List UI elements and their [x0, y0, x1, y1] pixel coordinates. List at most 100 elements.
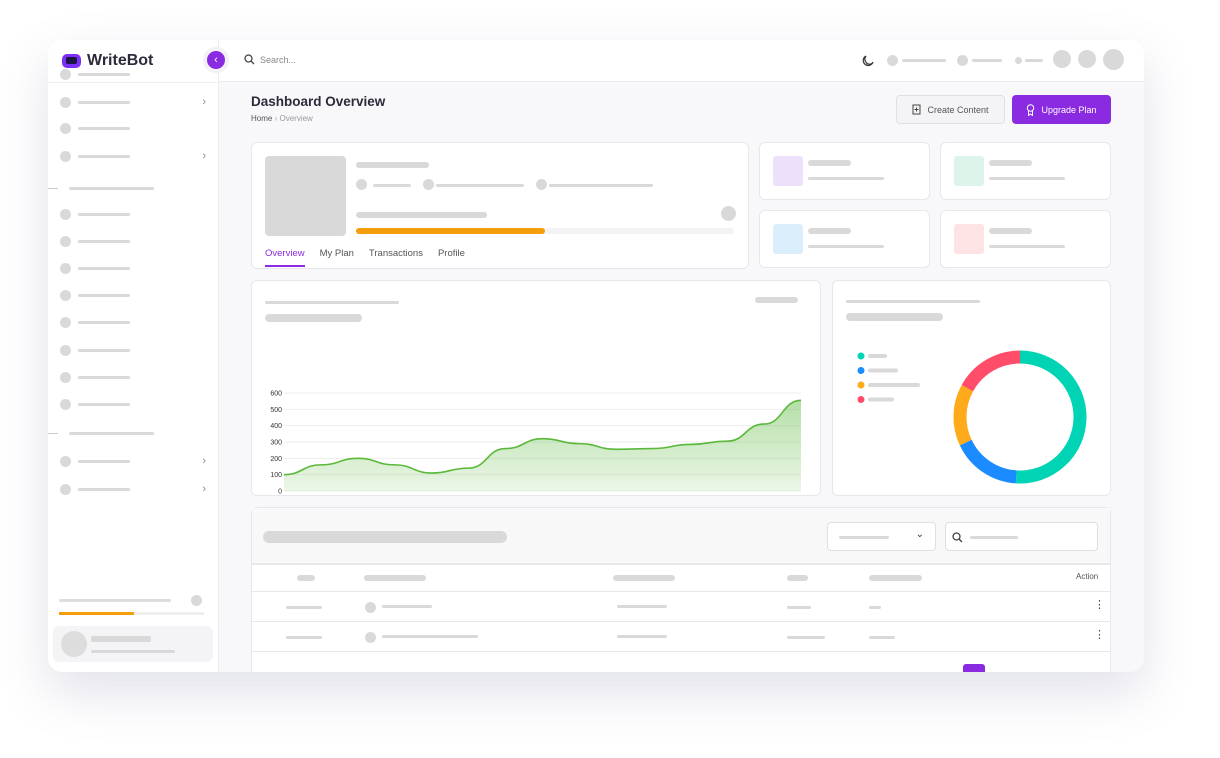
- moon-icon[interactable]: [862, 54, 875, 67]
- stat-icon: [954, 224, 984, 254]
- filter-select[interactable]: ⌄: [827, 522, 936, 551]
- sidebar-item[interactable]: ›: [60, 96, 206, 108]
- header-icon-1[interactable]: [1053, 50, 1071, 68]
- donut-slice: [959, 439, 1017, 484]
- breadcrumb-home[interactable]: Home: [251, 114, 273, 123]
- legend-label: [868, 383, 920, 387]
- y-tick-label: 0: [278, 489, 282, 496]
- profile-name: [356, 162, 429, 168]
- chart-filter: [755, 297, 798, 303]
- chevron-right-icon: ›: [202, 483, 206, 495]
- area-chart-card: 0100200300400500600Jan '0103 Jan05 Jan07…: [251, 280, 821, 496]
- stat-icon: [954, 156, 984, 186]
- donut-chart-card: [832, 280, 1111, 496]
- sidebar-item[interactable]: [60, 345, 206, 356]
- create-label: Create Content: [927, 104, 989, 115]
- user-name: [91, 636, 151, 642]
- breadcrumb-current: Overview: [279, 114, 313, 123]
- donut-slice: [1015, 350, 1087, 484]
- sidebar-item[interactable]: [60, 317, 206, 328]
- chevron-right-icon: ›: [202, 96, 206, 108]
- user-card[interactable]: [53, 626, 213, 662]
- legend-marker: [857, 396, 865, 403]
- sidebar: WriteBot › › › ›: [48, 40, 219, 672]
- y-tick-label: 100: [270, 472, 282, 479]
- search-icon: [952, 532, 963, 543]
- stat-card: [759, 142, 930, 200]
- stat-card: [759, 210, 930, 268]
- tab-overview[interactable]: Overview: [265, 248, 305, 267]
- profile-card: Overview My Plan Transactions Profile: [251, 142, 749, 269]
- stat-icon: [773, 224, 803, 254]
- logo[interactable]: WriteBot: [62, 52, 153, 70]
- app-window: WriteBot › › › › ‹ Search... Dashboard Over…: [48, 40, 1144, 672]
- profile-avatar[interactable]: [1103, 49, 1124, 70]
- stat-card: [940, 210, 1111, 268]
- profile-progress: [356, 228, 734, 234]
- header-item-2[interactable]: [957, 55, 968, 66]
- tab-profile[interactable]: Profile: [437, 248, 465, 259]
- create-content-button[interactable]: Create Content: [896, 95, 1005, 124]
- series-line: [283, 399, 802, 476]
- upgrade-plan-button[interactable]: Upgrade Plan: [1012, 95, 1111, 124]
- y-tick-label: 500: [270, 407, 282, 414]
- sidebar-item[interactable]: [60, 372, 206, 383]
- robot-icon: [62, 54, 81, 68]
- profile-tabs: Overview My Plan Transactions Profile: [265, 248, 465, 267]
- chevron-right-icon: ›: [202, 150, 206, 162]
- upgrade-label: Upgrade Plan: [1041, 104, 1097, 115]
- file-plus-icon: [912, 104, 921, 115]
- y-tick-label: 400: [270, 423, 282, 430]
- header-icon-2[interactable]: [1078, 50, 1096, 68]
- sidebar-item[interactable]: [60, 123, 206, 134]
- top-header: Search...: [219, 40, 1144, 82]
- donut-slice: [953, 384, 974, 446]
- stat-card: [940, 142, 1111, 200]
- avatar: [61, 631, 87, 657]
- area-fill: [284, 400, 801, 491]
- page-title: Dashboard Overview: [251, 94, 386, 109]
- legend-marker: [857, 381, 865, 389]
- legend-label: [868, 397, 894, 402]
- y-tick-label: 300: [270, 440, 282, 447]
- chevron-down-icon: ⌄: [915, 529, 924, 540]
- sidebar-item[interactable]: [60, 290, 206, 301]
- sidebar-item[interactable]: [60, 263, 206, 274]
- chevron-right-icon: ›: [202, 455, 206, 467]
- sidebar-item[interactable]: ›: [60, 455, 206, 467]
- more-vertical-icon[interactable]: ⋮: [1094, 629, 1105, 641]
- table-card: ⌄ ⋮ ⋮ Action: [251, 507, 1111, 672]
- tab-my-plan[interactable]: My Plan: [319, 248, 354, 259]
- sidebar-item[interactable]: [60, 69, 206, 80]
- header-item-1[interactable]: [887, 55, 898, 66]
- search-input[interactable]: Search...: [244, 54, 296, 65]
- legend-label: [868, 368, 898, 373]
- user-email: [91, 650, 175, 653]
- pagination-active-page[interactable]: [963, 664, 985, 672]
- legend-marker: [857, 367, 865, 374]
- tab-transactions[interactable]: Transactions: [368, 248, 423, 259]
- more-vertical-icon[interactable]: ⋮: [1094, 599, 1105, 611]
- stat-icon: [773, 156, 803, 186]
- area-chart: 0100200300400500600Jan '0103 Jan05 Jan07…: [270, 391, 802, 496]
- column-header-action: Action: [1076, 572, 1099, 581]
- y-tick-label: 200: [270, 456, 282, 463]
- award-icon: [1027, 103, 1035, 116]
- sidebar-item[interactable]: ›: [60, 483, 206, 495]
- sidebar-item[interactable]: [60, 209, 206, 220]
- app-name: WriteBot: [87, 52, 154, 69]
- search-icon: [244, 54, 255, 65]
- sidebar-usage-label: [59, 599, 171, 602]
- table-search-input[interactable]: [945, 522, 1098, 551]
- sidebar-progress: [59, 612, 204, 615]
- sidebar-item[interactable]: [60, 399, 206, 410]
- sidebar-item[interactable]: ›: [60, 150, 206, 162]
- sidebar-item[interactable]: [60, 236, 206, 247]
- legend-marker: [857, 352, 865, 360]
- collapse-sidebar-button[interactable]: ‹: [207, 51, 225, 69]
- search-placeholder: Search...: [260, 54, 297, 65]
- profile-image: [265, 156, 346, 236]
- breadcrumb: Home › Overview: [251, 114, 313, 123]
- header-item-3[interactable]: [1015, 57, 1022, 64]
- sidebar-section-label: [69, 187, 154, 190]
